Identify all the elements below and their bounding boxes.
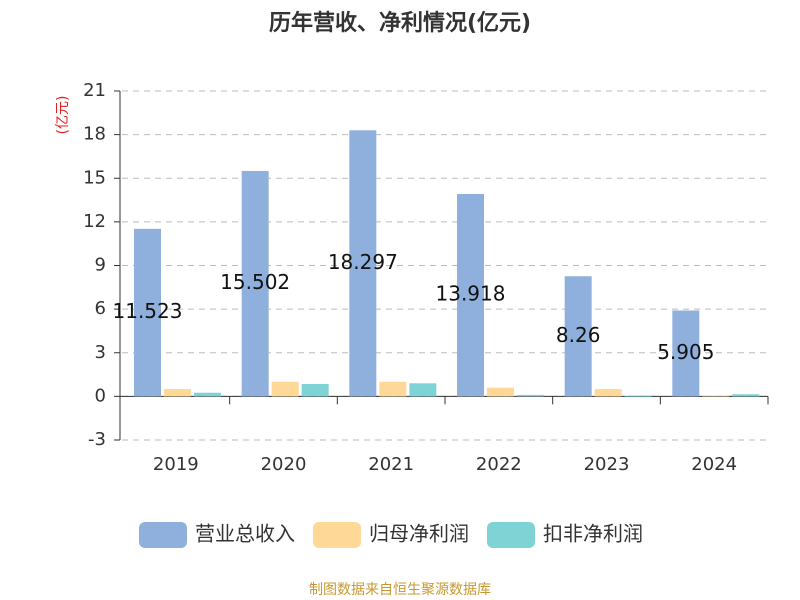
legend-label: 营业总收入 [195, 522, 295, 546]
bar [732, 394, 760, 397]
legend-label: 归母净利润 [369, 522, 469, 546]
data-label: 18.297 [328, 250, 398, 274]
legend-swatch [487, 522, 535, 548]
y-tick-label: 9 [95, 255, 106, 276]
bar [564, 276, 592, 397]
y-tick-label: 18 [83, 124, 106, 145]
bar [301, 384, 329, 397]
bar [194, 392, 221, 397]
y-tick-label: -3 [88, 429, 106, 450]
bar [672, 310, 700, 397]
y-tick-label: 0 [95, 385, 106, 406]
y-tick-label: 3 [95, 342, 106, 363]
legend-label: 扣非净利润 [543, 522, 643, 546]
x-tick-label: 2024 [691, 454, 737, 475]
x-tick-label: 2023 [584, 454, 630, 475]
bar [241, 170, 269, 397]
y-tick-label: 15 [83, 167, 106, 188]
bar [594, 389, 622, 397]
data-label: 15.502 [220, 270, 290, 294]
chart-title: 历年营收、净利情况(亿元) [269, 10, 531, 36]
bar [349, 130, 377, 397]
y-axis-label: (亿元) [55, 96, 71, 135]
bar [624, 396, 652, 398]
x-tick-label: 2020 [261, 454, 307, 475]
data-label: 5.905 [657, 340, 714, 364]
bar [457, 193, 484, 397]
data-label: 11.523 [113, 299, 183, 323]
legend-swatch [313, 522, 361, 548]
x-tick-label: 2019 [153, 454, 199, 475]
x-tick-label: 2022 [476, 454, 522, 475]
bar [164, 389, 191, 397]
bar [134, 228, 161, 397]
data-label: 13.918 [436, 282, 506, 306]
y-tick-label: 6 [95, 298, 106, 319]
y-tick-label: 12 [83, 211, 106, 232]
bar [379, 381, 407, 397]
bar [487, 387, 514, 397]
source-note: 制图数据来自恒生聚源数据库 [309, 582, 491, 598]
bar [271, 381, 299, 397]
data-label: 8.26 [556, 323, 601, 347]
bar [409, 383, 437, 397]
bar [517, 394, 544, 397]
bar [702, 395, 730, 397]
x-tick-label: 2021 [368, 454, 414, 475]
legend-swatch [139, 522, 187, 548]
y-tick-label: 21 [83, 80, 106, 101]
